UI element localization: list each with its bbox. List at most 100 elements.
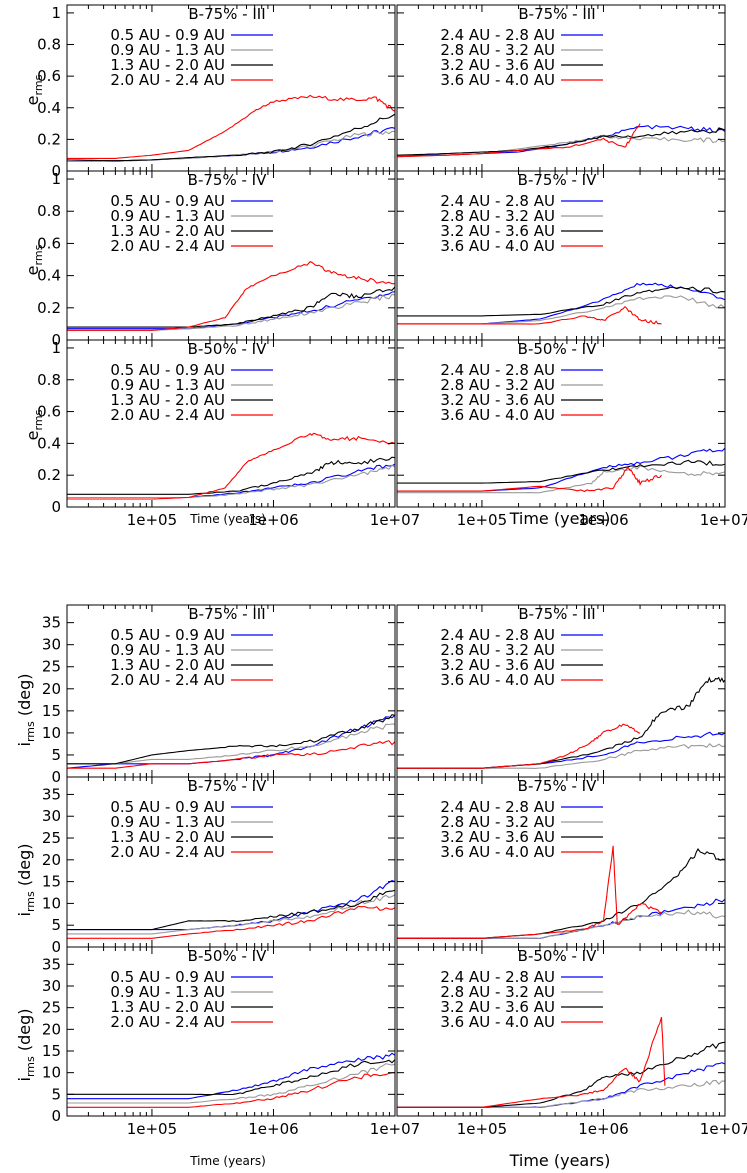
legend-entry-label: 2.0 AU - 2.4 AU (110, 406, 225, 424)
panel-bottom-r0-c1: B-75% - III 2.4 AU - 2.8 AU2.8 AU - 3.2 A… (396, 604, 726, 778)
series-line (67, 905, 395, 939)
legend-entry-label: 3.2 AU - 3.6 AU (440, 391, 555, 409)
series-line (397, 465, 725, 494)
panel-bottom-r1-c0: 0 5 10 15 20 25 30 35 B-75% - IV 0.5 AU - 0.9 AU0… (42, 776, 396, 956)
series-group (67, 261, 395, 331)
series-line (67, 1063, 395, 1104)
y-tick-label: 15 (42, 873, 61, 891)
legend-entry-label: 2.0 AU - 2.4 AU (110, 1013, 225, 1031)
y-tick-label: 0 (51, 498, 61, 516)
legend-entry-label: 1.3 AU - 2.0 AU (110, 391, 225, 409)
legend-entry-label: 3.2 AU - 3.6 AU (440, 222, 555, 240)
panel-title: B-75% - IV (518, 777, 597, 795)
y-tick-label: 0.4 (37, 267, 61, 285)
series-line (67, 432, 395, 500)
legend-entry-label: 0.9 AU - 1.3 AU (110, 207, 225, 225)
y-tick-label: 35 (42, 955, 61, 973)
y-tick-label: 5 (51, 1085, 61, 1103)
series-line (397, 1062, 725, 1109)
panel-title: B-50% - IV (188, 947, 267, 965)
legend-entry-label: 3.6 AU - 4.0 AU (440, 1013, 555, 1031)
panel-top-r1-c0: 0 0.2 0.4 0.6 0.8 1 B-75% - IV 0.5 AU - 0.9 AU0… (37, 170, 396, 349)
x-tick-label: 1e+05 (457, 1120, 507, 1138)
y-axis-label-e-row1: erms (23, 244, 45, 275)
panel-top-r0-c0: 0 0.2 0.4 0.6 0.8 1 B-75% - III 0.5 AU - 0.9 AU… (37, 4, 396, 180)
panel-bottom-r0-c0: 0 5 10 15 20 25 30 35 B-75% - III 0.5 AU - 0.9 AU… (42, 604, 396, 786)
series-line (67, 130, 395, 163)
legend-entry-label: 2.0 AU - 2.4 AU (110, 671, 225, 689)
y-tick-label: 15 (42, 1042, 61, 1060)
legend-entry-label: 2.8 AU - 3.2 AU (440, 41, 555, 59)
legend-entry-label: 2.8 AU - 3.2 AU (440, 376, 555, 394)
y-tick-label: 0.8 (37, 371, 61, 389)
series-line (397, 127, 725, 156)
legend-entry-label: 0.9 AU - 1.3 AU (110, 41, 225, 59)
legend-entry-label: 2.4 AU - 2.8 AU (440, 192, 555, 210)
series-line (67, 714, 395, 765)
series-line (67, 714, 395, 769)
legend-entry-label: 1.3 AU - 2.0 AU (110, 828, 225, 846)
legend-entry-label: 0.5 AU - 0.9 AU (110, 798, 225, 816)
series-line (67, 889, 395, 931)
x-tick-label: 1e+05 (127, 511, 177, 529)
panel-title: B-50% - IV (188, 340, 267, 358)
panel-title: B-75% - III (518, 5, 595, 23)
legend-entry-label: 3.6 AU - 4.0 AU (440, 71, 555, 89)
legend-entry-label: 3.2 AU - 3.6 AU (440, 656, 555, 674)
y-tick-label: 20 (42, 1020, 61, 1038)
y-axis-label-e-row2: erms (23, 409, 45, 440)
legend-entry-label: 2.4 AU - 2.8 AU (440, 798, 555, 816)
legend-entry-label: 2.0 AU - 2.4 AU (110, 843, 225, 861)
series-line (67, 740, 395, 769)
series-group (67, 714, 395, 769)
series-line (67, 293, 395, 331)
series-line (67, 1059, 395, 1096)
series-line (397, 466, 662, 493)
legend-entry-label: 0.9 AU - 1.3 AU (110, 376, 225, 394)
y-tick-label: 1 (51, 339, 61, 357)
x-tick-label: 1e+06 (578, 1120, 628, 1138)
panel-top-r0-c1: B-75% - III 2.4 AU - 2.8 AU2.8 AU - 3.2 A… (396, 4, 726, 172)
series-line (67, 723, 395, 765)
legend-entry-label: 3.6 AU - 4.0 AU (440, 237, 555, 255)
y-axis-label-i-row0: irms (deg) (15, 674, 37, 747)
series-line (397, 124, 725, 156)
series-group (67, 1052, 395, 1108)
y-tick-label: 0.2 (37, 299, 61, 317)
y-tick-label: 20 (42, 680, 61, 698)
y-tick-label: 1 (51, 170, 61, 188)
series-line (397, 743, 725, 769)
legend-entry-label: 3.6 AU - 4.0 AU (440, 843, 555, 861)
series-line (67, 1052, 395, 1100)
series-line (67, 94, 395, 159)
legend-entry-label: 3.2 AU - 3.6 AU (440, 998, 555, 1016)
legend-entry-label: 3.6 AU - 4.0 AU (440, 671, 555, 689)
series-line (397, 1079, 725, 1109)
y-tick-label: 20 (42, 851, 61, 869)
series-group (397, 676, 725, 769)
y-tick-label: 0 (51, 938, 61, 956)
legend-entry-label: 2.0 AU - 2.4 AU (110, 71, 225, 89)
series-group (397, 447, 725, 494)
x-axis-label-bottom-right: Time (years) (509, 1151, 611, 1170)
y-axis-label-e-row0: erms (23, 74, 45, 105)
y-tick-label: 0 (51, 768, 61, 786)
panel-title: B-75% - III (188, 605, 265, 623)
legend-entry-label: 2.4 AU - 2.8 AU (440, 26, 555, 44)
legend-entry-label: 2.8 AU - 3.2 AU (440, 813, 555, 831)
x-tick-label: 1e+06 (578, 511, 628, 529)
series-line (397, 898, 725, 940)
series-line (67, 464, 395, 499)
series-line (397, 847, 725, 939)
x-tick-label: 1e+05 (127, 1120, 177, 1138)
legend-entry-label: 2.8 AU - 3.2 AU (440, 207, 555, 225)
y-tick-label: 25 (42, 658, 61, 676)
legend-entry-label: 2.4 AU - 2.8 AU (440, 626, 555, 644)
y-tick-label: 10 (42, 894, 61, 912)
panel-title: B-75% - III (188, 5, 265, 23)
series-line (397, 123, 641, 158)
x-axis-label-top-left: Time (years) (189, 512, 266, 526)
series-line (67, 113, 395, 162)
legend-entry-label: 0.5 AU - 0.9 AU (110, 26, 225, 44)
y-tick-label: 0.8 (37, 202, 61, 220)
